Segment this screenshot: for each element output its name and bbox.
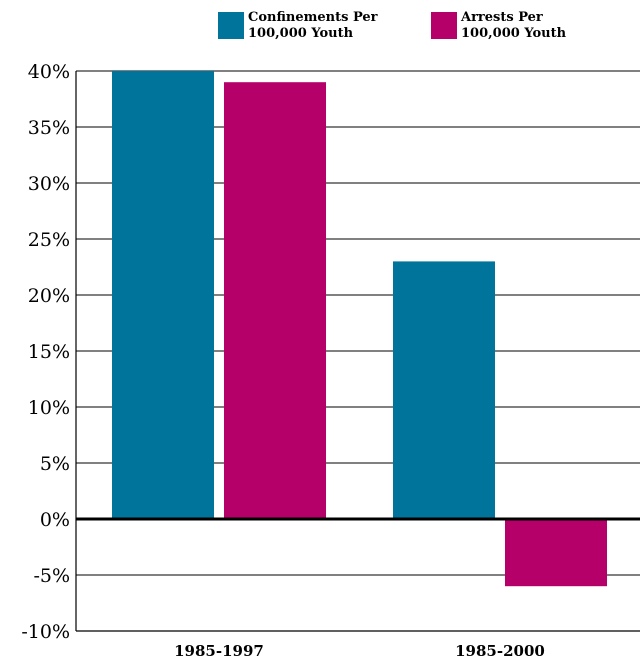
y-tick-label: -5% [33,565,70,587]
legend-label: Confinements Per [248,10,378,25]
y-tick-label: 30% [28,173,70,195]
y-axis-ticks: 40% 35% 30% 25% 20% 15% 10% 5% 0% -5% -10% [21,61,70,643]
y-tick-label: -10% [21,621,70,643]
bar [393,261,495,519]
y-tick-label: 5% [40,453,70,475]
y-tick-label: 25% [28,229,70,251]
legend-swatch [218,12,244,39]
bars [112,71,607,587]
legend-label: 100,000 Youth [461,26,567,41]
y-tick-label: 10% [28,397,70,419]
legend-label: Arrests Per [460,10,543,25]
legend-label: 100,000 Youth [248,26,354,41]
x-axis-ticks: 1985-1997 1985-2000 [174,642,545,660]
bar [224,82,326,519]
y-tick-label: 20% [28,285,70,307]
y-tick-label: 0% [40,509,70,531]
legend-swatch [431,12,457,39]
y-tick-label: 15% [28,341,70,363]
y-tick-label: 35% [28,117,70,139]
y-tick-label: 40% [28,61,70,83]
x-tick-label: 1985-2000 [455,642,545,660]
x-tick-label: 1985-1997 [174,642,264,660]
axes [75,71,640,632]
bar [112,71,214,519]
bar [505,519,607,587]
